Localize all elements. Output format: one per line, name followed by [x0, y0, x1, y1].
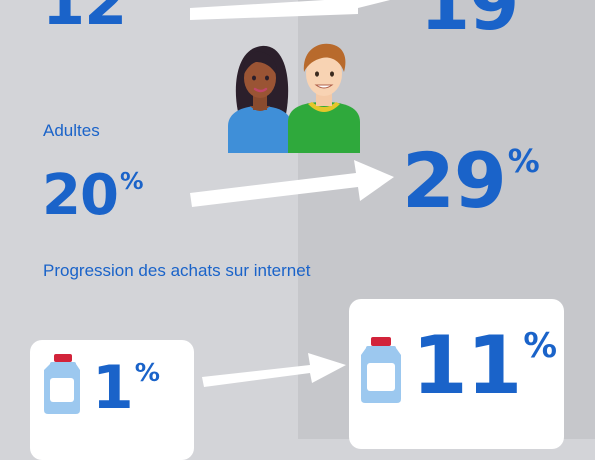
arrow-right-icon: [202, 353, 346, 387]
arrow-right-icon: [190, 160, 394, 207]
adults-before-number: 20: [42, 163, 119, 228]
adults-after-unit: %: [507, 141, 540, 180]
adults-after-value: 29%: [402, 143, 540, 219]
top-before-number: 12: [42, 0, 127, 39]
online-label: Progression des achats sur internet: [43, 261, 311, 280]
arrow-right-icon: [190, 0, 390, 20]
adults-after-number: 29: [402, 136, 507, 225]
top-before-value: 12%: [42, 0, 154, 34]
online-after-number: 11: [412, 319, 522, 412]
bottle-icon: [361, 337, 401, 403]
online-after-value: 11%: [412, 326, 557, 406]
online-after-unit: %: [523, 325, 557, 365]
online-before-value: 1%: [92, 358, 160, 418]
top-after-value: 19%: [420, 0, 551, 40]
bottle-icon: [44, 354, 80, 414]
adults-before-value: 20%: [42, 168, 144, 224]
top-after-unit: %: [520, 0, 550, 2]
online-before-number: 1: [92, 353, 134, 423]
people-icon: [228, 43, 360, 153]
top-before-unit: %: [128, 0, 154, 2]
adults-before-unit: %: [119, 166, 144, 195]
online-before-unit: %: [134, 358, 160, 388]
top-after-number: 19: [420, 0, 519, 46]
adults-label: Adultes: [43, 121, 100, 140]
